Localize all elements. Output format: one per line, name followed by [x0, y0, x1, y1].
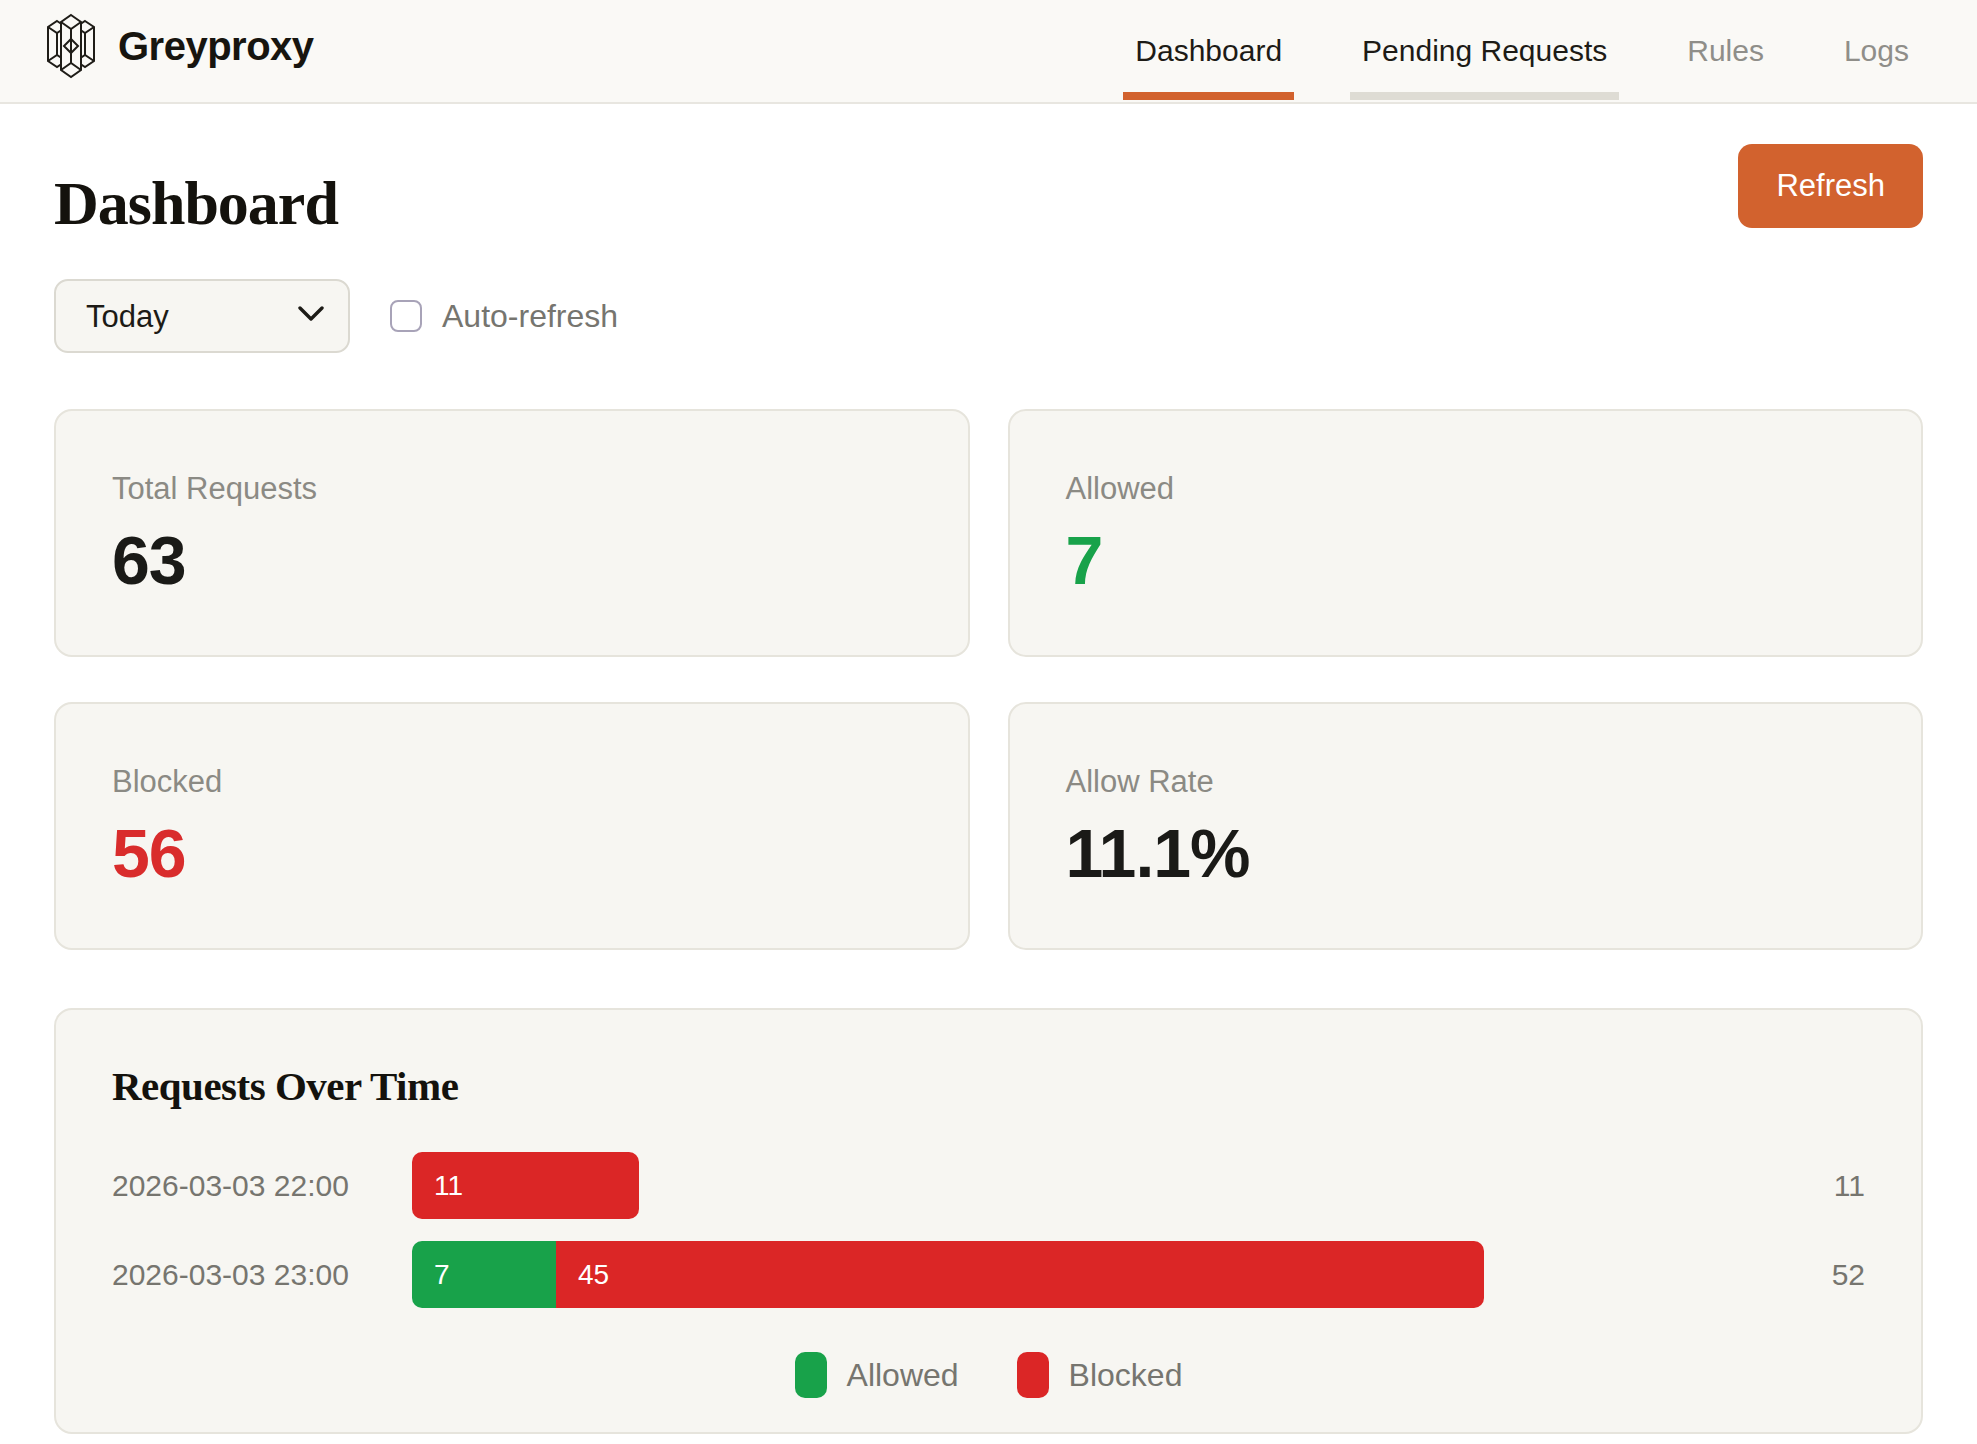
chart-bar-track: 745: [412, 1241, 1773, 1308]
stat-value: 56: [112, 814, 912, 892]
stat-label: Allow Rate: [1066, 764, 1866, 800]
brand[interactable]: Greyproxy: [42, 13, 314, 79]
chart-legend: Allowed Blocked: [112, 1352, 1865, 1398]
period-select[interactable]: Today: [54, 279, 350, 353]
nav-tab-rules[interactable]: Rules: [1675, 0, 1776, 92]
auto-refresh-checkbox[interactable]: [390, 300, 422, 332]
chart-title: Requests Over Time: [112, 1062, 1865, 1110]
stat-value: 63: [112, 521, 912, 599]
chart-row-label: 2026-03-03 23:00: [112, 1258, 412, 1292]
main-content: Dashboard Refresh Today Auto-refresh Tot…: [0, 144, 1977, 1434]
stats-grid: Total Requests 63 Allowed 7 Blocked 56 A…: [54, 409, 1923, 950]
tab-underline: [1350, 92, 1619, 100]
nav-tab-label: Pending Requests: [1362, 34, 1607, 68]
stat-card-allow-rate: Allow Rate 11.1%: [1008, 702, 1924, 950]
bar-segment-blocked: 11: [412, 1152, 639, 1219]
top-nav-bar: Greyproxy Dashboard Pending Requests Rul…: [0, 0, 1977, 104]
stat-card-total-requests: Total Requests 63: [54, 409, 970, 657]
stat-label: Allowed: [1066, 471, 1866, 507]
chart-rows: 2026-03-03 22:0011112026-03-03 23:007455…: [112, 1152, 1865, 1308]
stacked-bar: 11: [412, 1152, 639, 1219]
greyproxy-logo-icon: [42, 13, 100, 79]
legend-item-blocked: Blocked: [1017, 1352, 1183, 1398]
stat-card-blocked: Blocked 56: [54, 702, 970, 950]
requests-over-time-card: Requests Over Time 2026-03-03 22:0011112…: [54, 1008, 1923, 1434]
chart-row: 2026-03-03 23:00745 52: [112, 1241, 1865, 1308]
stat-card-allowed: Allowed 7: [1008, 409, 1924, 657]
legend-label: Blocked: [1069, 1357, 1183, 1394]
bar-segment-allowed: 7: [412, 1241, 556, 1308]
stat-value: 7: [1066, 521, 1866, 599]
title-row: Dashboard Refresh: [54, 144, 1923, 239]
legend-item-allowed: Allowed: [795, 1352, 959, 1398]
brand-name: Greyproxy: [118, 24, 314, 69]
chart-row-total: 11: [1773, 1169, 1865, 1203]
active-tab-underline: [1123, 92, 1294, 100]
stat-value: 11.1%: [1066, 814, 1866, 892]
bar-segment-blocked: 45: [556, 1241, 1484, 1308]
refresh-button[interactable]: Refresh: [1738, 144, 1923, 228]
legend-swatch-icon: [795, 1352, 827, 1398]
legend-label: Allowed: [847, 1357, 959, 1394]
stacked-bar: 745: [412, 1241, 1484, 1308]
main-nav: Dashboard Pending Requests Rules Logs: [1123, 0, 1921, 92]
nav-tab-pending-requests[interactable]: Pending Requests: [1350, 0, 1619, 92]
chart-row: 2026-03-03 22:001111: [112, 1152, 1865, 1219]
nav-tab-dashboard[interactable]: Dashboard: [1123, 0, 1294, 92]
nav-tab-logs[interactable]: Logs: [1832, 0, 1921, 92]
period-select-wrap: Today: [54, 279, 350, 353]
stat-label: Total Requests: [112, 471, 912, 507]
chart-row-label: 2026-03-03 22:00: [112, 1169, 412, 1203]
filter-controls: Today Auto-refresh: [54, 279, 1923, 353]
chart-row-total: 52: [1773, 1258, 1865, 1292]
auto-refresh-label[interactable]: Auto-refresh: [442, 298, 618, 335]
stat-label: Blocked: [112, 764, 912, 800]
nav-tab-label: Dashboard: [1135, 34, 1282, 68]
page-title: Dashboard: [54, 168, 338, 239]
chart-bar-track: 11: [412, 1152, 1773, 1219]
auto-refresh-control: Auto-refresh: [390, 298, 618, 335]
nav-tab-label: Logs: [1844, 34, 1909, 68]
nav-tab-label: Rules: [1687, 34, 1764, 68]
legend-swatch-icon: [1017, 1352, 1049, 1398]
